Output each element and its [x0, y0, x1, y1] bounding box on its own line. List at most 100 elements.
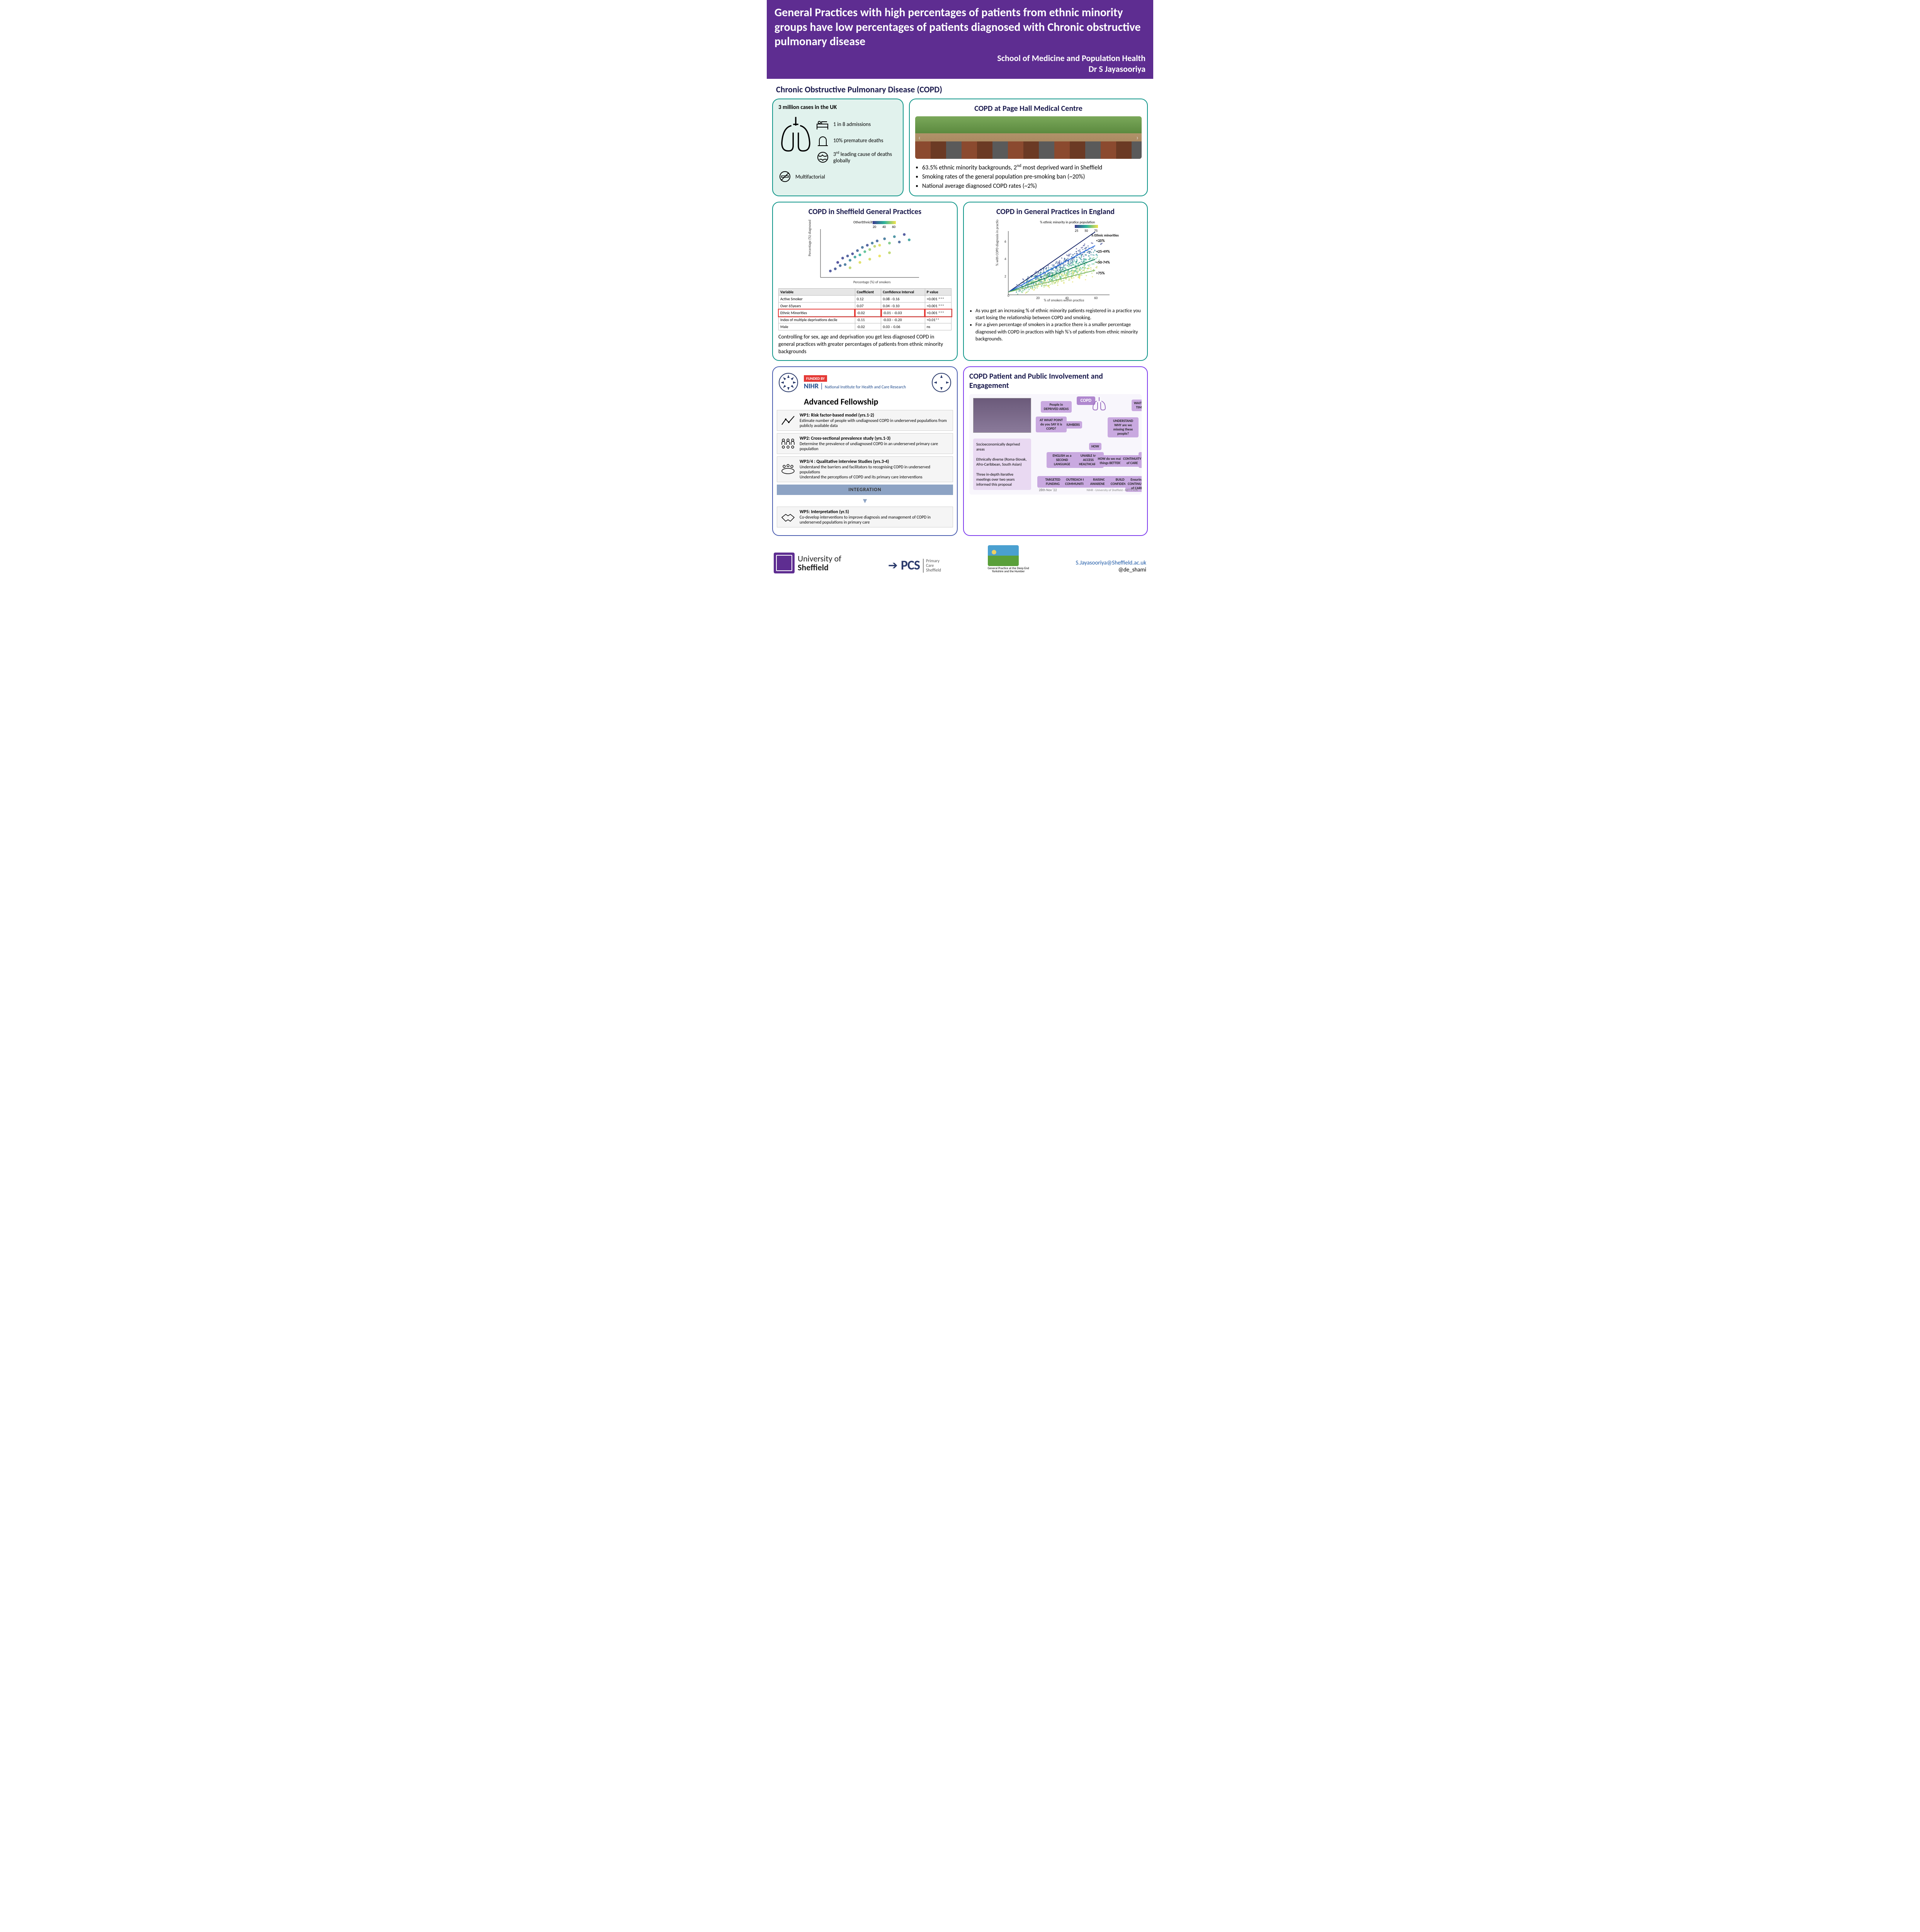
ppi-bubble: UNDERSTAND WHY are we missing these peop… — [1108, 417, 1139, 437]
stat-global: 3rd leading cause of deaths globally — [833, 150, 897, 164]
ppi-bubble: People in DEPRIVED AREAS — [1041, 401, 1072, 413]
ppi-bubble: CONTINUITY of CARE — [1121, 455, 1142, 467]
ppi-bubble: HOW — [1089, 443, 1101, 450]
fellowship-title: Advanced Fellowship — [804, 396, 953, 407]
pcs-arrow-icon: ➔ — [888, 558, 898, 573]
england-title: COPD in General Practices in England — [969, 207, 1142, 216]
wp5-row: WP5: Interpretation (yr.5)Co-develop int… — [777, 507, 953, 527]
handshake-icon — [780, 510, 796, 524]
pagehall-b2: Smoking rates of the general population … — [922, 172, 1142, 182]
discussion-icon — [780, 463, 796, 476]
deepend-caption: General Practice at the Deep EndYorkshir… — [988, 567, 1029, 574]
svg-text:6: 6 — [1004, 240, 1006, 244]
contact-twitter: @de_shami — [1118, 566, 1146, 573]
section-copd-title: Chronic Obstructive Pulmonary Disease (C… — [776, 84, 1153, 95]
school-name: School of Medicine and Population Health — [774, 53, 1146, 64]
nihr-full: National Institute for Health and Care R… — [825, 384, 906, 389]
england-bullets: As you get an increasing % of ethnic min… — [975, 308, 1142, 343]
pagehall-bullets: 63.5% ethnic minority backgrounds, 2nd m… — [922, 163, 1142, 191]
svg-text:40: 40 — [882, 225, 886, 229]
bed-icon — [816, 118, 829, 131]
chevron-right-icon: › — [1136, 133, 1139, 142]
chevron-left-icon: ‹ — [918, 133, 921, 142]
ppi-title: COPD Patient and Public Involvement and … — [969, 372, 1142, 390]
pagehall-b1: 63.5% ethnic minority backgrounds, 2nd m… — [922, 163, 1142, 172]
fellowship-box: FUNDED BY NIHR | National Institute for … — [772, 366, 958, 536]
sheffield-scatter: OtherEthnicity 20 40 60 Percentage (%) d… — [778, 219, 951, 285]
contact-email[interactable]: S.Jayasooriya@Sheffield.ac.uk — [1076, 560, 1146, 566]
svg-text:OtherEthnicity: OtherEthnicity — [853, 220, 874, 224]
ppi-date: 28th Nov '22 — [1039, 488, 1057, 492]
row-intro: 3 million cases in the UK 1 in 8 admissi… — [767, 99, 1153, 196]
funded-by-badge: FUNDED BY — [804, 375, 827, 382]
uk-stats-box: 3 million cases in the UK 1 in 8 admissi… — [772, 99, 904, 196]
uos-shield-icon — [774, 553, 795, 573]
no-smoking-icon — [778, 170, 791, 183]
wp1-row: WP1: Risk factor-based model (yrs.1-2)Es… — [777, 410, 953, 431]
svg-text:2: 2 — [1004, 274, 1006, 279]
poster-header: General Practices with high percentages … — [767, 0, 1153, 79]
uos-text-2: Sheffield — [798, 562, 829, 573]
england-box: COPD in General Practices in England % e… — [963, 202, 1148, 361]
svg-text:Percentage (%) diagnosed with: Percentage (%) diagnosed with COPD — [808, 219, 812, 256]
svg-text:% ethnic minority in pratice p: % ethnic minority in pratice population — [1040, 220, 1095, 224]
england-scatter: % ethnic minority in pratice population … — [969, 219, 1142, 304]
svg-text:25: 25 — [1075, 229, 1079, 233]
ppi-footer-logos: NIHR · University of Sheffield · NIFTY F… — [1087, 488, 1138, 492]
regression-table: VariableCoefficientConfidence IntervalP … — [778, 288, 951, 330]
svg-text:<25%: <25% — [1096, 238, 1105, 243]
stat-admissions: 1 in 8 admissions — [833, 121, 871, 128]
stat-multifactorial: Multifactorial — [795, 173, 825, 180]
stat-premature: 10% premature deaths — [833, 137, 883, 144]
people-group-icon — [780, 437, 796, 450]
sheffield-box: COPD in Sheffield General Practices Othe… — [772, 202, 958, 361]
row-bottom: FUNDED BY NIHR | National Institute for … — [767, 366, 1153, 536]
svg-text:<50-74%: <50-74% — [1096, 260, 1110, 265]
contact-block: S.Jayasooriya@Sheffield.ac.uk @de_shami — [1076, 560, 1146, 573]
svg-text:0: 0 — [1008, 294, 1009, 298]
ppi-group-photo — [973, 398, 1031, 433]
author-name: Dr S Jayasooriya — [774, 64, 1146, 75]
poster-title: General Practices with high percentages … — [774, 5, 1146, 49]
ppi-box: COPD Patient and Public Involvement and … — [963, 366, 1148, 536]
svg-text:60: 60 — [1094, 296, 1098, 300]
svg-text:4: 4 — [1004, 257, 1006, 261]
globe-icon — [816, 151, 829, 164]
stats-headline: 3 million cases in the UK — [778, 104, 897, 111]
pagehall-box: COPD at Page Hall Medical Centre ‹ › 63.… — [909, 99, 1148, 196]
england-b2: For a given percentage of smokers in a p… — [975, 321, 1142, 343]
ppi-lungs-icon — [1091, 396, 1107, 411]
pagehall-b3: National average diagnosed COPD rates (~… — [922, 182, 1142, 191]
arrow-down-icon: ▼ — [777, 497, 953, 505]
england-b1: As you get an increasing % of ethnic min… — [975, 308, 1142, 321]
nihr-logo-text: NIHR — [804, 382, 819, 390]
svg-text:<25-49%: <25-49% — [1096, 249, 1110, 254]
ppi-graphic-recording: Socioeconomically deprived areas Ethnica… — [969, 394, 1142, 495]
hands-circle-icon — [777, 371, 800, 394]
line-chart-icon — [780, 414, 796, 427]
lungs-icon — [778, 115, 813, 153]
deepend-logo: General Practice at the Deep EndYorkshir… — [988, 545, 1029, 574]
ppi-bubble: WAITING TIMES — [1132, 400, 1142, 411]
pcs-logo: ➔ PCS PrimaryCareSheffield — [888, 558, 941, 573]
tombstone-icon — [816, 134, 829, 147]
svg-text:40: 40 — [1065, 296, 1069, 300]
svg-text:% of smokers within practice: % of smokers within practice — [1044, 298, 1084, 303]
svg-text:60: 60 — [892, 225, 896, 229]
pcs-sub: PrimaryCareSheffield — [923, 559, 941, 573]
svg-text:% Ethnic minorities: % Ethnic minorities — [1091, 233, 1119, 238]
svg-text:20: 20 — [1036, 296, 1040, 300]
svg-text:Percentage (%) of smokers: Percentage (%) of smokers — [853, 280, 891, 284]
ppi-bubble: AT WHAT POINT do you SAY it is COPD? — [1036, 417, 1067, 432]
wp2-row: WP2: Cross-sectional prevalence study (y… — [777, 433, 953, 454]
sheffield-title: COPD in Sheffield General Practices — [778, 207, 951, 216]
wp3-row: WP3/4 : Qualitative interview Studies (y… — [777, 456, 953, 482]
svg-text:% with COPD diagnosis in pract: % with COPD diagnosis in practice — [995, 219, 999, 266]
integration-bar: INTEGRATION — [777, 485, 953, 495]
hands-circle-icon-2 — [930, 371, 953, 394]
pagehall-title: COPD at Page Hall Medical Centre — [915, 104, 1142, 113]
uos-logo: University ofSheffield — [774, 553, 841, 573]
pcs-text: PCS — [901, 558, 920, 573]
poster-footer: University ofSheffield ➔ PCS PrimaryCare… — [767, 541, 1153, 580]
row-charts: COPD in Sheffield General Practices Othe… — [767, 202, 1153, 361]
